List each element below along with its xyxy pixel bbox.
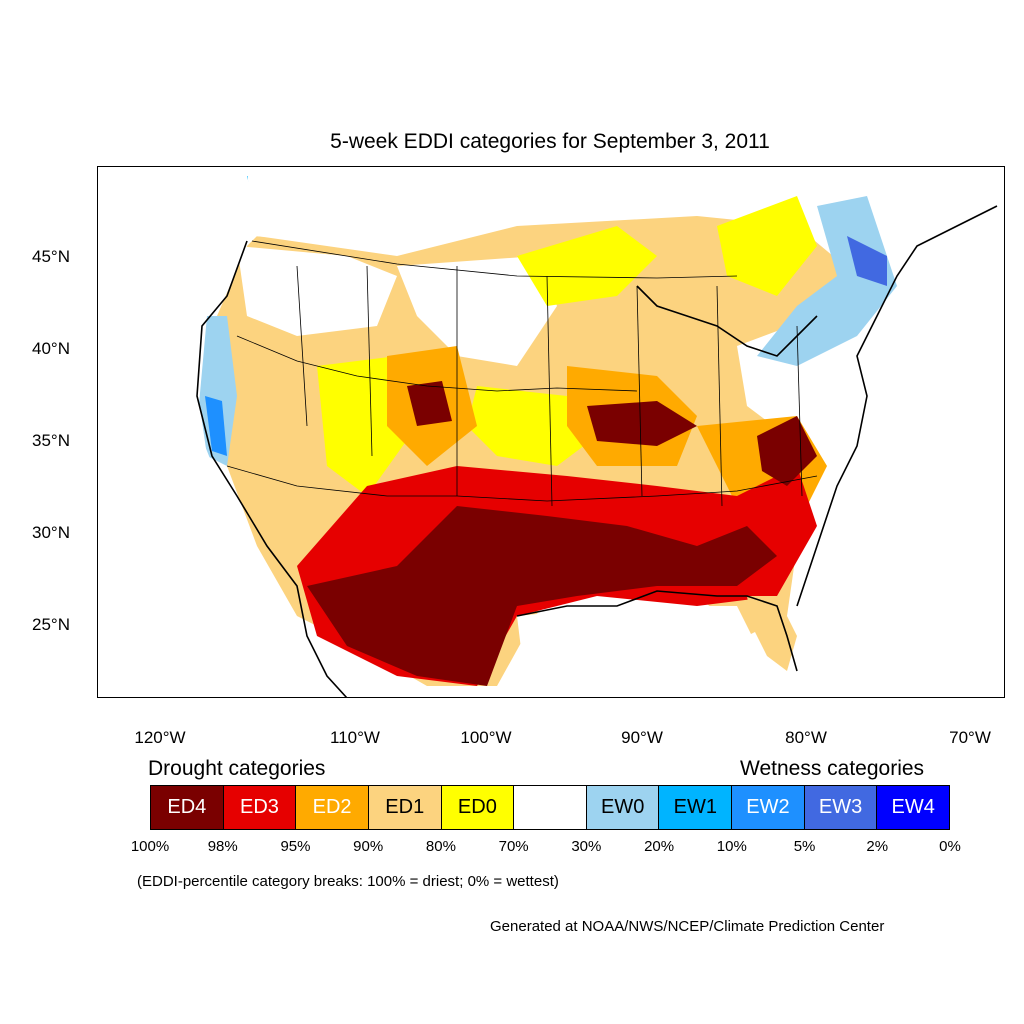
legend-break-label: 2% (866, 838, 889, 855)
lon-label-80w: 80°W (785, 728, 827, 747)
legend-swatch-ew3: EW3 (804, 786, 878, 829)
ew-region-new-england (847, 236, 887, 286)
lon-label-100w: 100°W (460, 728, 512, 747)
legend-swatch-ed2: ED2 (296, 786, 369, 829)
lat-label-30: 30°N (32, 523, 70, 542)
ed0-region-north (517, 226, 657, 306)
legend-break-label: 70% (498, 838, 529, 855)
atlantic-ocean (797, 366, 1005, 698)
legend-swatch-ed0: ED0 (441, 786, 515, 829)
lon-label-90w: 90°W (621, 728, 663, 747)
lon-label-120w: 120°W (134, 728, 186, 747)
ew-region-pacific-coast (197, 316, 237, 466)
legend-swatch-ew1: EW1 (659, 786, 733, 829)
wetness-categories-heading: Wetness categories (740, 757, 925, 780)
legend-color-bar: ED4 ED3 ED2 ED1 ED0 EW0 EW1 EW2 EW3 EW4 (150, 785, 950, 830)
legend-break-label: 100% (130, 838, 170, 855)
lat-label-25: 25°N (32, 615, 70, 634)
map-title: 5-week EDDI categories for September 3, … (330, 130, 770, 153)
lat-label-35: 35°N (32, 431, 70, 450)
ed4-region-colorado (407, 381, 452, 426)
ew-region-northeast-coast (757, 196, 897, 366)
ed0-region-central (467, 386, 597, 466)
credit-line: Generated at NOAA/NWS/NCEP/Climate Predi… (490, 918, 885, 935)
legend-swatch-ew2: EW2 (732, 786, 805, 829)
legend-break-label: 0% (939, 838, 961, 855)
ed4-region-texas-southern-plains (307, 506, 777, 686)
neutral-region-plains (397, 256, 557, 366)
lat-label-45: 45°N (32, 247, 70, 266)
category-breaks-note: (EDDI-percentile category breaks: 100% =… (137, 873, 559, 890)
ed4-region-carolinas (757, 416, 817, 486)
lon-label-70w: 70°W (949, 728, 991, 747)
coastlines (196, 205, 998, 698)
legend-break-label: 80% (425, 838, 456, 855)
neutral-region-northwest (237, 246, 397, 336)
gulf-of-mexico (517, 606, 757, 698)
ed0-region-east (717, 196, 817, 296)
map-panel (97, 166, 1005, 698)
ew-region-california-wet (205, 396, 227, 456)
legend-break-label: 20% (644, 838, 675, 855)
legend-swatch-ed1: ED1 (368, 786, 442, 829)
legend-swatch-neutral (514, 786, 587, 829)
lon-label-110w: 110°W (330, 728, 380, 747)
pacific-ocean (97, 166, 297, 698)
legend-break-label: 5% (793, 838, 816, 855)
legend-swatch-ew0: EW0 (586, 786, 660, 829)
drought-categories-heading: Drought categories (148, 757, 326, 780)
ed4-region-ohio-valley (587, 401, 697, 446)
state-borders (226, 240, 818, 507)
legend-break-label: 30% (571, 838, 602, 855)
legend-swatch-ew4: EW4 (877, 786, 950, 829)
legend-swatch-ed3: ED3 (223, 786, 297, 829)
lat-label-40: 40°N (32, 339, 70, 358)
legend-break-label: 10% (716, 838, 747, 855)
eddi-field (97, 166, 1005, 698)
canada-region (247, 166, 1005, 246)
legend-break-label: 98% (207, 838, 238, 855)
legend-break-label: 90% (353, 838, 384, 855)
legend-break-label: 95% (280, 838, 311, 855)
florida-peninsula (747, 596, 797, 671)
legend-swatch-ed4: ED4 (151, 786, 224, 829)
